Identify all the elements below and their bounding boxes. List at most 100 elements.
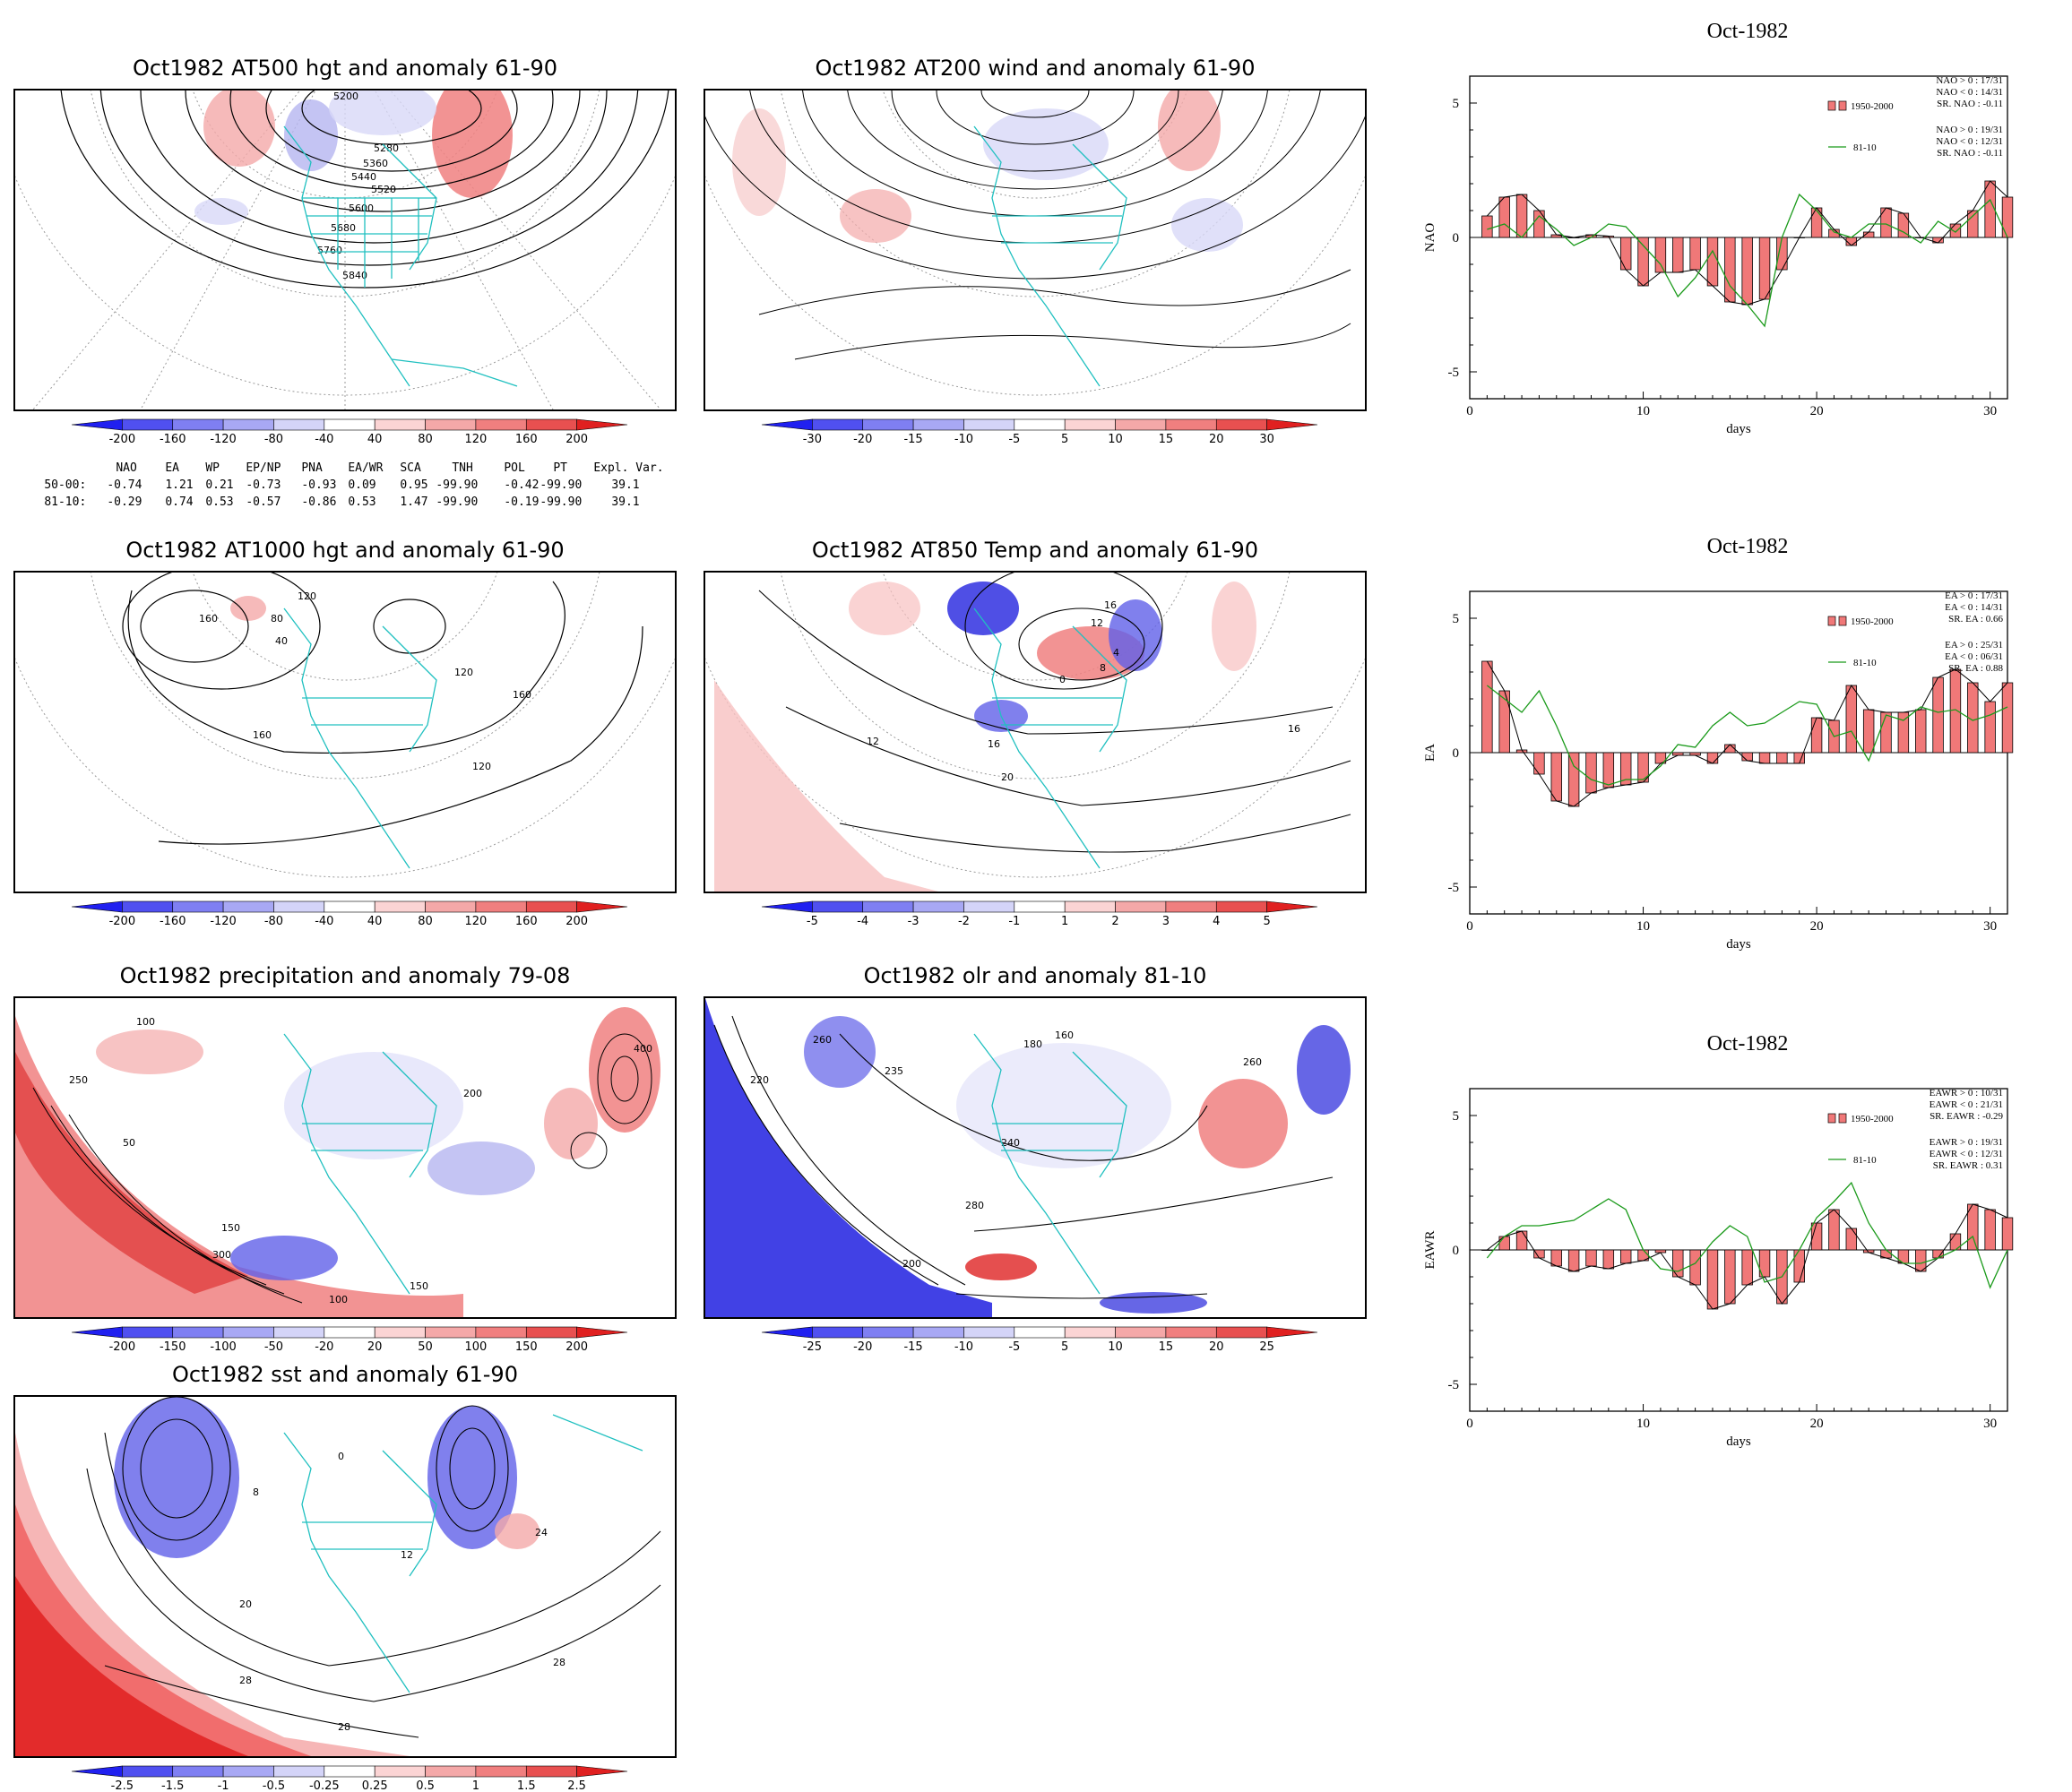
- svg-text:5440: 5440: [351, 171, 376, 183]
- col-pna: PNA: [301, 461, 323, 475]
- legend-stat: EA > 0 : 17/31: [1945, 590, 2003, 601]
- svg-text:12: 12: [867, 736, 879, 747]
- colorbar-precip: -200 -150 -100 -50 -20 20 50 100 150 200: [71, 1326, 628, 1354]
- svg-text:20: 20: [1001, 771, 1014, 783]
- colorbar-tick-label: -5: [1008, 433, 1020, 446]
- colorbar-tick-label: 1: [1061, 915, 1068, 928]
- colorbar-segment: [1115, 418, 1167, 431]
- row-label: 81-10:: [44, 495, 87, 509]
- colorbar-segment: [912, 418, 964, 431]
- colorbar-arrow-left: [71, 1765, 123, 1778]
- bar: [1967, 210, 1979, 238]
- legend-line-label: 81-10: [1853, 1155, 1877, 1166]
- contour-labels: 0 8 12 24 20 28 28 28: [239, 1451, 565, 1733]
- colorbar-segment: [374, 1326, 426, 1339]
- colorbar-segment: [172, 1765, 224, 1778]
- svg-text:300: 300: [212, 1249, 231, 1261]
- colorbar-tick-label: -200: [109, 915, 136, 928]
- colorbar-tick-label: 50: [418, 1340, 433, 1354]
- colorbar-segment: [172, 900, 224, 913]
- y-tick-label: -5: [1448, 881, 1460, 895]
- anomaly-shading: [194, 90, 513, 225]
- legend-stat: EAWR < 0 : 21/31: [1930, 1099, 2003, 1110]
- map-plot-olr: 235 260 220 240 280 200 180 160 260: [705, 998, 1351, 1317]
- colorbar-arrow-right: [1266, 900, 1318, 913]
- colorbar-tick-label: -5: [807, 915, 818, 928]
- legend-stat: EA > 0 : 25/31: [1945, 640, 2003, 650]
- colorbar-segment: [425, 1765, 477, 1778]
- bar: [1915, 709, 1927, 754]
- colorbar-tick-label: 5: [1263, 915, 1270, 928]
- colorbar-at500: -200 -160 -120 -80 -40 40 80 120 160 200: [71, 418, 628, 446]
- colorbar-segment: [1165, 1326, 1217, 1339]
- colorbar-tick-label: -3: [908, 915, 919, 928]
- colorbar-segment: [1014, 1326, 1066, 1339]
- y-tick-label: 0: [1453, 746, 1460, 761]
- colorbar-tick-label: -20: [315, 1340, 333, 1354]
- contour-labels: 16 12 8 4 0 20 16 12 16: [867, 599, 1300, 783]
- anomaly-shading: [705, 998, 1351, 1317]
- colorbar-segment: [172, 1326, 224, 1339]
- colorbar-tick-label: 200: [565, 915, 588, 928]
- olr-contours: [713, 1015, 1334, 1299]
- colorbar-tick-label: -0.5: [263, 1779, 285, 1791]
- svg-text:12: 12: [401, 1549, 413, 1561]
- colorbar-segment: [324, 1326, 376, 1339]
- colorbar-tick-label: -2: [958, 915, 970, 928]
- colorbar-tick-label: 1: [472, 1779, 479, 1791]
- contour-labels: 160 120 80 40 160 120 160 120: [199, 590, 531, 772]
- colorbar-tick-label: -120: [210, 915, 237, 928]
- colorbar-tick-label: 200: [565, 433, 588, 446]
- legend-bar-label: 1950-2000: [1851, 1114, 1894, 1124]
- coastline: [973, 1033, 1127, 1295]
- bar: [1706, 237, 1719, 287]
- svg-text:28: 28: [239, 1675, 252, 1686]
- colorbar-segment: [1064, 900, 1116, 913]
- colorbar-tick-label: -100: [210, 1340, 237, 1354]
- svg-text:200: 200: [902, 1258, 921, 1270]
- bar: [1741, 237, 1753, 306]
- x-tick-label: 0: [1466, 404, 1473, 418]
- colorbar-tick-label: -5: [1008, 1340, 1020, 1354]
- colorbar-tick-label: -0.25: [309, 1779, 340, 1791]
- anomaly-shading: [15, 1397, 540, 1756]
- index-table-row: 50-00: -0.74 1.21 0.21 -0.73 -0.93 0.09 0.95 -99…: [16, 465, 674, 492]
- cell: -99.90: [436, 478, 479, 492]
- bar: [1498, 690, 1510, 754]
- y-tick-label: 0: [1453, 231, 1460, 246]
- bar: [1654, 237, 1667, 273]
- bar: [2001, 196, 2014, 238]
- bar: [1672, 237, 1684, 273]
- bar: [1533, 210, 1545, 238]
- colorbar-arrow-right: [576, 900, 628, 913]
- legend-stat: EAWR > 0 : 19/31: [1930, 1137, 2003, 1148]
- cell: -0.74: [107, 478, 142, 492]
- cell: 39.1: [611, 478, 640, 492]
- colorbar-segment: [912, 1326, 964, 1339]
- legend-stat: SR. NAO : -0.11: [1937, 99, 2003, 109]
- colorbar-tick-label: -80: [264, 915, 283, 928]
- colorbar-tick-label: -160: [160, 433, 186, 446]
- colorbar-segment: [172, 418, 224, 431]
- svg-text:5200: 5200: [333, 90, 358, 102]
- legend-stat: SR. NAO : -0.11: [1937, 148, 2003, 159]
- svg-text:120: 120: [454, 667, 473, 678]
- colorbar-segment: [1014, 900, 1066, 913]
- colorbar-segment: [912, 900, 964, 913]
- coastline: [283, 1414, 643, 1693]
- svg-text:16: 16: [988, 738, 1000, 750]
- map-plot-at850: 16 12 8 4 0 20 16 12 16: [705, 573, 1365, 892]
- colorbar-segment: [222, 418, 274, 431]
- colorbar-tick-label: 20: [1209, 1340, 1224, 1354]
- map-plot-at1000: 160 120 80 40 160 120 160 120: [15, 573, 675, 878]
- colorbar-at200: -30 -20 -15 -10 -5 5 10 15 20 30: [761, 418, 1318, 446]
- col-expl-var: Expl. Var.: [593, 461, 664, 475]
- legend-stat: SR. EA : 0.88: [1948, 663, 2003, 674]
- bar: [1567, 1249, 1580, 1272]
- col-wp: WP: [205, 461, 220, 475]
- svg-text:280: 280: [965, 1200, 984, 1211]
- svg-text:8: 8: [253, 1486, 259, 1498]
- colorbar-tick-label: -50: [264, 1340, 283, 1354]
- col-eawr: EA/WR: [348, 461, 384, 475]
- y-tick-label: 5: [1453, 97, 1460, 111]
